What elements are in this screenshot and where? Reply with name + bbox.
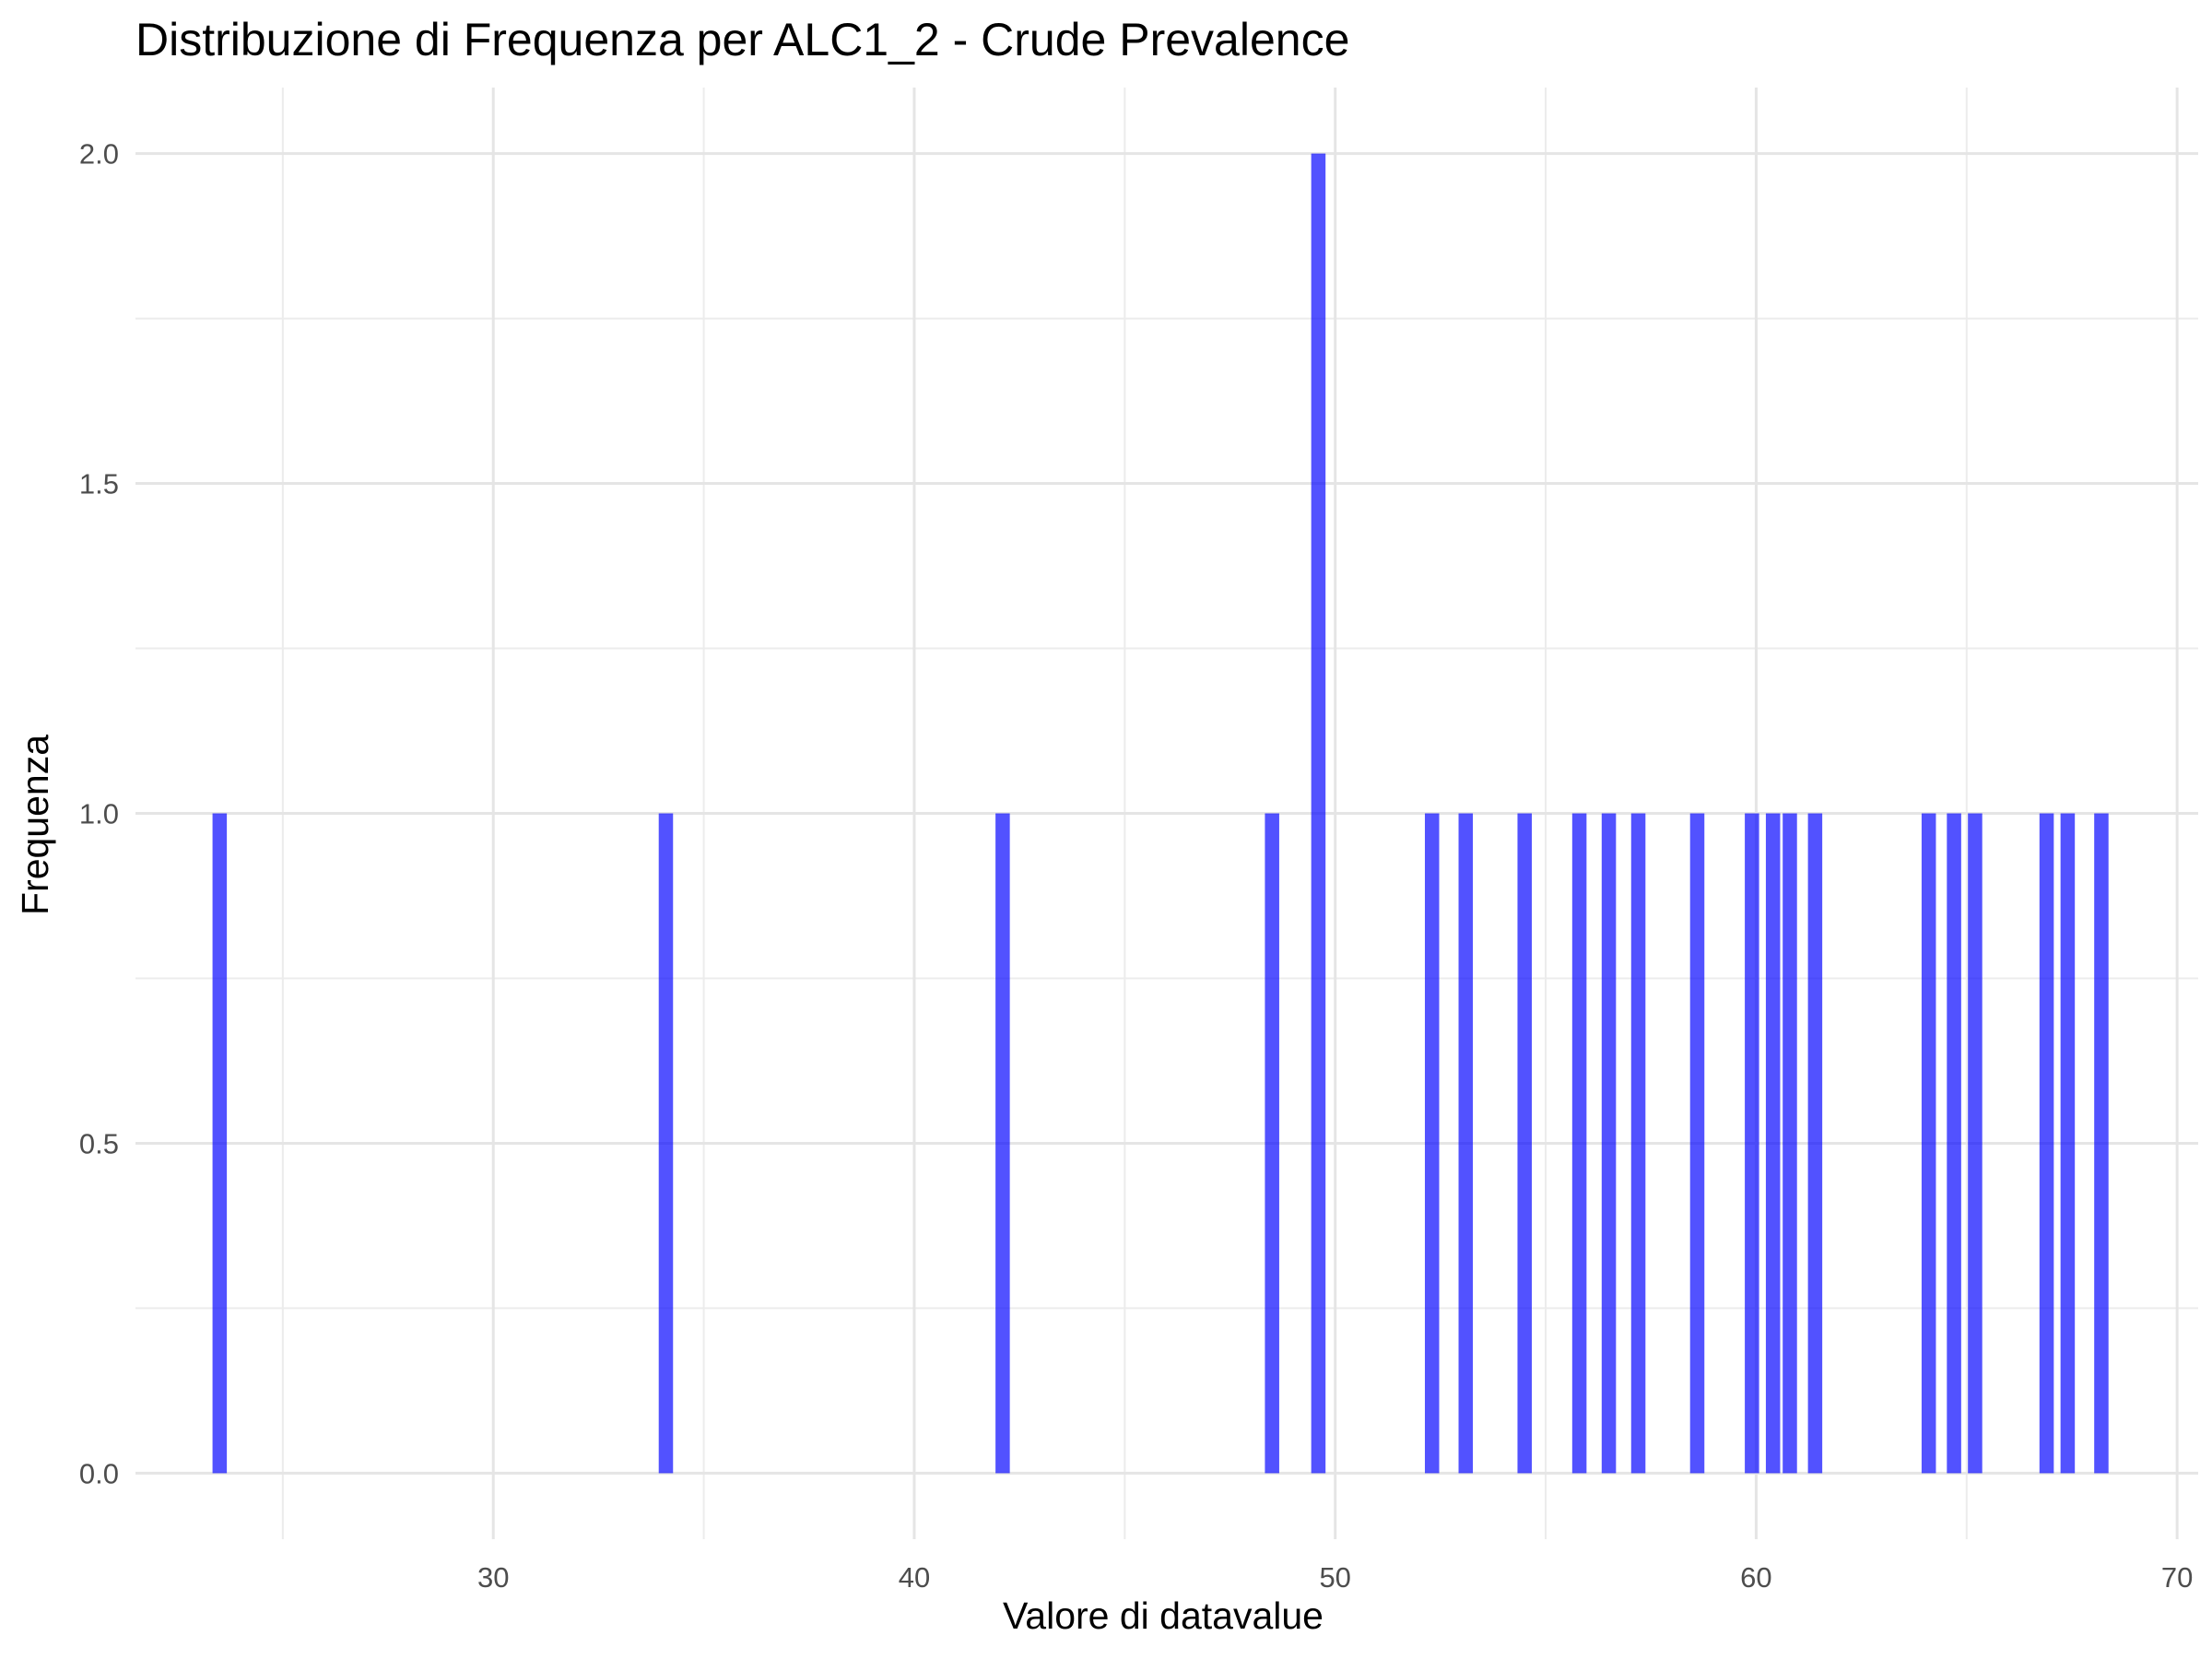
histogram-bar (1424, 813, 1440, 1474)
bars (212, 153, 2109, 1474)
histogram-bar (1517, 813, 1532, 1474)
histogram-bar (1921, 813, 1936, 1474)
histogram-bar (1807, 813, 1823, 1474)
y-tick-label: 0.0 (79, 1457, 119, 1489)
histogram-bar (2060, 813, 2076, 1474)
histogram-bar (1311, 153, 1326, 1474)
x-tick-label: 30 (477, 1561, 509, 1594)
histogram-bar (1265, 813, 1279, 1474)
y-tick-label: 2.0 (79, 138, 119, 171)
histogram-bar (1601, 813, 1617, 1474)
histogram-bar (1745, 813, 1759, 1474)
tick-labels: 30 40 50 60 70 0.0 0.5 1.0 1.5 2.0 (79, 138, 2194, 1594)
histogram-bar (212, 813, 228, 1474)
histogram-bar (2039, 813, 2054, 1474)
histogram-bar (658, 813, 674, 1474)
histogram-bar (1458, 813, 1474, 1474)
y-axis-label: Frequenza (14, 735, 56, 915)
y-tick-label: 1.5 (79, 468, 119, 500)
x-axis-label: Valore di datavalue (1003, 1594, 1324, 1637)
histogram-bar (2094, 813, 2109, 1474)
histogram-bar (1783, 813, 1797, 1474)
y-tick-label: 1.0 (79, 798, 119, 830)
histogram-bar (1571, 813, 1587, 1474)
histogram-bar (1765, 813, 1781, 1474)
x-tick-label: 60 (1740, 1561, 1771, 1594)
x-tick-label: 50 (1319, 1561, 1350, 1594)
histogram-bar (1630, 813, 1646, 1474)
y-tick-label: 0.5 (79, 1127, 119, 1159)
grid-lines (135, 88, 2198, 1539)
histogram-bar (1968, 813, 1983, 1474)
histogram-bar (995, 813, 1010, 1474)
histogram-bar (1689, 813, 1705, 1474)
chart-title: Distribuzione di Frequenza per ALC1_2 - … (135, 14, 1349, 65)
histogram-bar (1947, 813, 1961, 1474)
x-tick-label: 40 (899, 1561, 930, 1594)
x-tick-label: 70 (2161, 1561, 2193, 1594)
